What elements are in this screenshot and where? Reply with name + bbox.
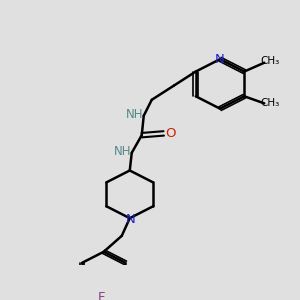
Text: N: N [126, 213, 136, 226]
Text: NH: NH [114, 146, 131, 158]
Text: CH₃: CH₃ [261, 98, 280, 108]
Text: NH: NH [126, 108, 143, 121]
Text: F: F [98, 291, 106, 300]
Text: N: N [215, 53, 225, 66]
Text: CH₃: CH₃ [261, 56, 280, 66]
Text: O: O [166, 127, 176, 140]
